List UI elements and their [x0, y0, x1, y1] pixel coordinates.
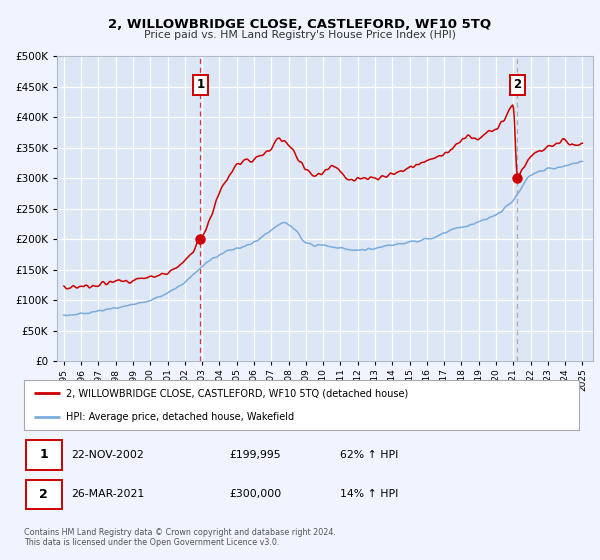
Text: 2: 2: [40, 488, 48, 501]
Text: 14% ↑ HPI: 14% ↑ HPI: [340, 489, 399, 500]
Text: HPI: Average price, detached house, Wakefield: HPI: Average price, detached house, Wake…: [65, 412, 294, 422]
Text: 1: 1: [40, 449, 48, 461]
Text: 2, WILLOWBRIDGE CLOSE, CASTLEFORD, WF10 5TQ: 2, WILLOWBRIDGE CLOSE, CASTLEFORD, WF10 …: [109, 17, 491, 31]
Text: 2, WILLOWBRIDGE CLOSE, CASTLEFORD, WF10 5TQ (detached house): 2, WILLOWBRIDGE CLOSE, CASTLEFORD, WF10 …: [65, 388, 408, 398]
Text: 2: 2: [513, 78, 521, 91]
FancyBboxPatch shape: [26, 479, 62, 509]
Text: Price paid vs. HM Land Registry's House Price Index (HPI): Price paid vs. HM Land Registry's House …: [144, 30, 456, 40]
Text: £300,000: £300,000: [229, 489, 281, 500]
Text: This data is licensed under the Open Government Licence v3.0.: This data is licensed under the Open Gov…: [24, 538, 280, 547]
Text: 26-MAR-2021: 26-MAR-2021: [71, 489, 145, 500]
Text: 62% ↑ HPI: 62% ↑ HPI: [340, 450, 399, 460]
Text: Contains HM Land Registry data © Crown copyright and database right 2024.: Contains HM Land Registry data © Crown c…: [24, 528, 336, 536]
FancyBboxPatch shape: [26, 440, 62, 470]
Text: 22-NOV-2002: 22-NOV-2002: [71, 450, 144, 460]
Text: £199,995: £199,995: [229, 450, 281, 460]
Text: 1: 1: [196, 78, 205, 91]
